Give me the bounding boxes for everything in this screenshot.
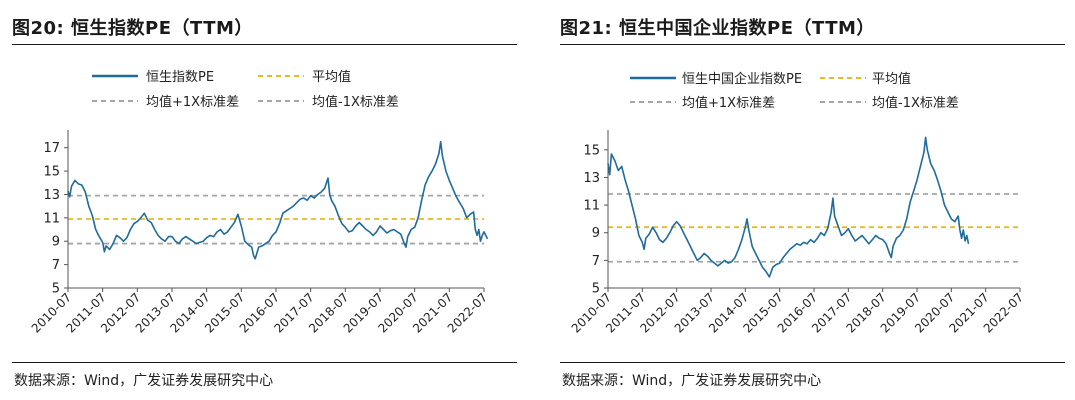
legend-mean-label: 平均值 xyxy=(312,69,351,85)
series-line xyxy=(607,136,970,278)
y-tick-label: 5 xyxy=(592,282,600,297)
legend: 恒生指数PE 平均值 均值+1X标准差 均值-1X标准差 xyxy=(92,69,399,110)
y-tick-label: 11 xyxy=(583,199,600,214)
hsi-pe-chart: 恒生指数PE 平均值 均值+1X标准差 均值-1X标准差 5 7 9 11 13 15 17… xyxy=(29,69,490,336)
y-tick-label: 17 xyxy=(43,141,60,156)
chart-title: 图21: 恒生中国企业指数PE（TTM） xyxy=(560,18,875,39)
source-divider xyxy=(12,362,517,363)
y-tick-label: 7 xyxy=(52,258,60,273)
title-divider xyxy=(12,44,517,45)
legend-lower-label: 均值-1X标准差 xyxy=(872,95,959,111)
y-tick-label: 11 xyxy=(43,211,60,226)
hscei-pe-chart: 恒生中国企业指数PE 平均值 均值+1X标准差 均值-1X标准差 5 7 9 11 13… xyxy=(569,71,1026,336)
legend-mean-label: 平均值 xyxy=(872,71,911,87)
chart-title: 图20: 恒生指数PE（TTM） xyxy=(12,18,253,39)
y-tick-label: 15 xyxy=(43,165,60,180)
chart-panel-hsi: 图20: 恒生指数PE（TTM） 恒生指数PE 平均值 均值+1X标准差 均值-… xyxy=(0,0,520,400)
legend-series-label: 恒生指数PE xyxy=(146,70,214,85)
y-tick-label: 9 xyxy=(52,235,60,250)
title-divider xyxy=(560,44,1065,45)
y-tick-label: 9 xyxy=(592,226,600,241)
y-tick-label: 7 xyxy=(592,254,600,269)
y-tick-label: 13 xyxy=(43,188,60,203)
legend: 恒生中国企业指数PE 平均值 均值+1X标准差 均值-1X标准差 xyxy=(630,71,959,111)
legend-lower-label: 均值-1X标准差 xyxy=(312,94,399,110)
plot-area: 579111315172010-072011-072012-072013-072… xyxy=(29,130,490,336)
y-tick-label: 13 xyxy=(583,171,600,186)
chart-panel-hscei: 图21: 恒生中国企业指数PE（TTM） 恒生中国企业指数PE 平均值 均值+1… xyxy=(548,0,1068,400)
source-divider xyxy=(560,362,1065,363)
series-line xyxy=(67,141,489,260)
source-note: 数据来源：Wind，广发证券发展研究中心 xyxy=(14,373,274,389)
legend-upper-label: 均值+1X标准差 xyxy=(682,95,775,111)
y-tick-label: 5 xyxy=(52,282,60,297)
source-note: 数据来源：Wind，广发证券发展研究中心 xyxy=(562,373,822,389)
legend-upper-label: 均值+1X标准差 xyxy=(146,94,239,110)
y-tick-label: 15 xyxy=(583,143,600,158)
plot-area: 5791113152010-072011-072012-072013-07201… xyxy=(569,130,1026,336)
legend-series-label: 恒生中国企业指数PE xyxy=(682,71,802,87)
